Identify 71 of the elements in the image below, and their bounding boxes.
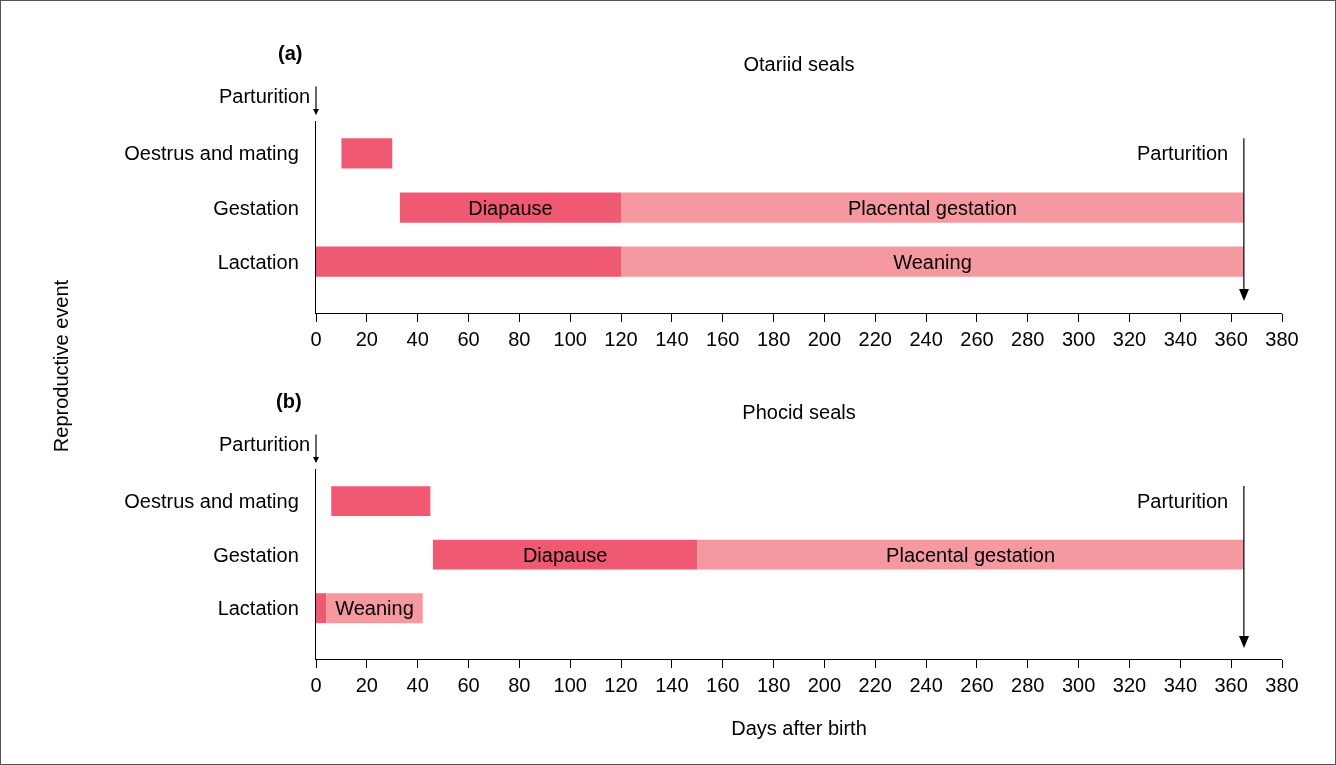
x-tick-label: 240 [909,328,943,351]
x-tick-label: 200 [807,328,842,351]
x-tick-label: 60 [457,674,480,697]
x-tick-label: 180 [756,674,791,697]
bar [432,539,698,570]
y-tick-label: Gestation [213,543,299,566]
x-tick-label: 40 [406,328,429,351]
bar [331,486,431,517]
bar [341,138,393,169]
x-tick-label: 220 [858,328,892,351]
x-tick-label: 60 [457,328,480,351]
x-tick-label: 40 [406,674,429,697]
x-tick-label: 300 [1061,328,1096,351]
x-tick-label: 120 [604,674,638,697]
data-label: Diapause [522,543,608,566]
x-tick-label: 100 [553,328,587,351]
x-tick-label: 0 [310,674,322,697]
x-tick-label: 360 [1214,328,1248,351]
chart-title: Phocid seals [742,401,856,423]
text: (a) [278,42,303,64]
bar [316,246,622,277]
y-tick-label: Lactation [217,597,299,620]
x-tick-label: 120 [604,328,638,351]
ref-line-label: Parturition [1137,142,1229,164]
x-tick-label: 380 [1265,674,1299,697]
bar [697,539,1244,570]
text: Parturition [219,85,311,107]
y-tick-label: Oestrus and mating [124,490,299,513]
x-tick-label: 380 [1265,328,1299,351]
x-tick-label: 200 [807,674,842,697]
chart-title: Otariid seals [743,53,855,75]
data-label: Placental gestation [847,196,1017,219]
x-tick-label: 340 [1163,328,1198,351]
x-tick-label: 340 [1163,674,1198,697]
text: Parturition [219,433,311,455]
x-tick-label: 280 [1011,674,1045,697]
x-tick-label: 360 [1214,674,1248,697]
y-tick-label: Lactation [217,250,299,273]
x-tick-label: 300 [1061,674,1096,697]
x-axis-title: Days after birth [731,716,867,739]
y-axis-title: Reproductive event [49,279,73,453]
x-tick-label: 260 [960,674,994,697]
x-tick-label: 320 [1112,674,1147,697]
x-tick-label: 140 [655,328,689,351]
data-label: Placental gestation [886,543,1056,566]
x-tick-label: 160 [706,328,740,351]
x-tick-label: 100 [553,674,587,697]
ref-line-label: Parturition [1137,490,1229,512]
data-label: Diapause [468,196,553,219]
x-tick-label: 280 [1011,328,1045,351]
x-tick-label: 140 [655,674,689,697]
x-tick-label: 20 [355,674,378,697]
x-tick-label: 260 [960,328,994,351]
bar [621,246,1244,277]
data-label: Weaning [335,597,414,620]
y-tick-label: Oestrus and mating [124,142,299,165]
x-tick-label: 220 [858,674,892,697]
y-tick-label: Gestation [213,196,299,219]
x-tick-label: 320 [1112,328,1147,351]
bar [399,192,622,223]
bar [621,192,1244,223]
text: (b) [276,390,302,412]
x-tick-label: 0 [310,328,322,351]
x-tick-label: 80 [508,328,531,351]
data-label: Weaning [893,250,972,273]
x-tick-label: 240 [909,674,943,697]
x-tick-label: 180 [756,328,791,351]
x-tick-label: 80 [508,674,531,697]
bar [316,593,327,624]
x-tick-label: 160 [706,674,740,697]
x-tick-label: 20 [355,328,378,351]
